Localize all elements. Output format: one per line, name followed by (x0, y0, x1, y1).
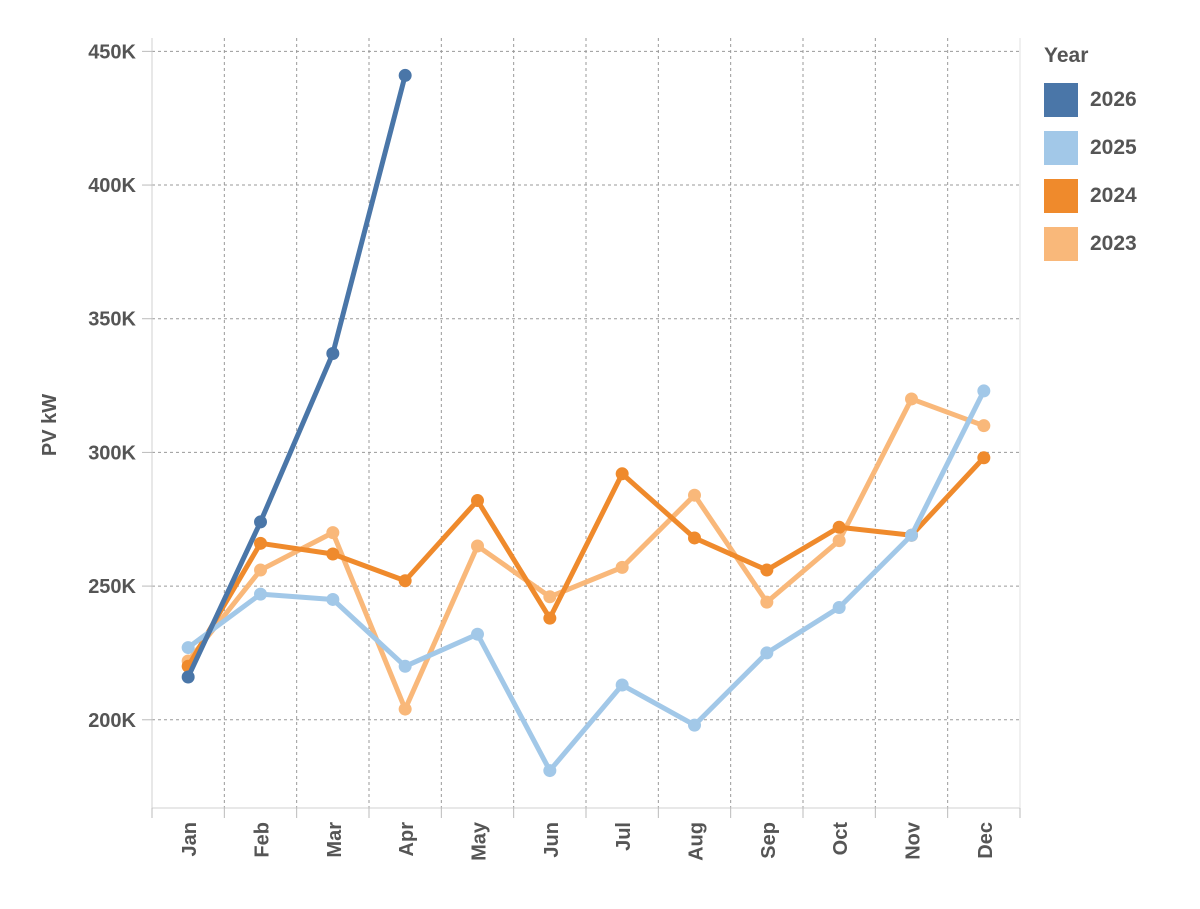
y-tick-label: 350K (88, 309, 136, 331)
data-point-2025[interactable] (977, 384, 991, 398)
data-point-2023[interactable] (254, 563, 267, 577)
data-point-2024[interactable] (760, 563, 774, 577)
x-tick-label: Mar (324, 822, 346, 858)
data-point-2024[interactable] (543, 611, 557, 625)
legend-label: 2025 (1090, 136, 1137, 159)
legend-item-2023[interactable]: 2023 (1044, 220, 1194, 268)
data-point-2025[interactable] (688, 718, 701, 732)
legend-label: 2023 (1090, 232, 1137, 255)
data-point-2026[interactable] (254, 515, 267, 529)
legend-title: Year (1044, 44, 1089, 67)
data-point-2025[interactable] (905, 528, 918, 542)
data-point-2023[interactable] (615, 560, 629, 574)
data-point-2025[interactable] (543, 764, 557, 778)
y-tick-label: 250K (88, 576, 136, 598)
x-tick-label: Nov (903, 821, 925, 860)
data-point-2023[interactable] (905, 392, 918, 406)
data-point-2025[interactable] (471, 627, 484, 641)
grid (152, 38, 1020, 808)
data-point-2023[interactable] (471, 539, 484, 553)
data-point-2025[interactable] (326, 592, 340, 606)
x-tick-label: Aug (686, 822, 708, 861)
data-point-2026[interactable] (326, 346, 340, 360)
data-point-2023[interactable] (832, 534, 846, 548)
data-point-2023[interactable] (760, 595, 774, 609)
x-tick-label: Feb (252, 822, 274, 858)
series-2023 (181, 392, 991, 716)
x-tick-label: Oct (830, 822, 852, 856)
data-point-2024[interactable] (398, 574, 412, 588)
data-point-2023[interactable] (326, 526, 340, 540)
x-tick-label: Dec (975, 822, 997, 859)
data-point-2025[interactable] (398, 659, 412, 673)
y-tick-label: 200K (88, 710, 136, 732)
data-point-2024[interactable] (615, 467, 629, 481)
data-point-2024[interactable] (977, 451, 991, 465)
series-2026 (181, 68, 412, 684)
data-point-2025[interactable] (254, 587, 267, 601)
data-point-2025[interactable] (181, 641, 195, 655)
x-tick-label: Jul (613, 822, 635, 851)
legend: Year 2026 2025 2024 2023 (1044, 44, 1194, 268)
legend-swatch (1044, 83, 1078, 117)
series-line-2024 (185, 455, 987, 669)
data-point-2025[interactable] (615, 678, 629, 692)
data-point-2026[interactable] (181, 670, 195, 684)
data-point-2023[interactable] (688, 488, 701, 502)
data-point-2024[interactable] (471, 494, 484, 508)
x-tick-label: Jan (179, 822, 201, 856)
legend-swatch (1044, 131, 1078, 165)
data-point-2023[interactable] (543, 590, 557, 604)
y-tick-label: 400K (88, 175, 136, 197)
series-2025 (181, 384, 991, 778)
data-point-2024[interactable] (688, 531, 701, 545)
series-line-2025 (185, 388, 987, 774)
x-tick-label: May (469, 821, 491, 861)
data-point-2025[interactable] (832, 600, 846, 614)
legend-item-2026[interactable]: 2026 (1044, 76, 1194, 124)
legend-swatch (1044, 227, 1078, 261)
legend-label: 2026 (1090, 88, 1137, 111)
data-point-2024[interactable] (832, 520, 846, 534)
legend-label: 2024 (1090, 184, 1137, 207)
data-point-2024[interactable] (326, 547, 340, 561)
data-point-2025[interactable] (760, 646, 774, 660)
data-point-2023[interactable] (977, 419, 991, 433)
legend-item-2024[interactable]: 2024 (1044, 172, 1194, 220)
legend-swatch (1044, 179, 1078, 213)
y-axis-title: PV kW (39, 394, 61, 456)
x-tick-label: Jun (541, 822, 563, 858)
y-tick-label: 300K (88, 442, 136, 464)
data-point-2023[interactable] (398, 702, 412, 716)
series-line-2026 (185, 72, 408, 680)
legend-item-2025[interactable]: 2025 (1044, 124, 1194, 172)
series-line-2023 (185, 396, 987, 712)
y-tick-label: 450K (88, 41, 136, 63)
series-lines (181, 68, 991, 778)
axes: 200K 250K 300K 350K 400K 450K Jan Feb Mar Apr May J… (88, 38, 1021, 861)
x-tick-label: Apr (396, 822, 418, 857)
data-point-2024[interactable] (254, 536, 267, 550)
x-tick-label: Sep (758, 822, 780, 859)
data-point-2026[interactable] (398, 68, 412, 82)
